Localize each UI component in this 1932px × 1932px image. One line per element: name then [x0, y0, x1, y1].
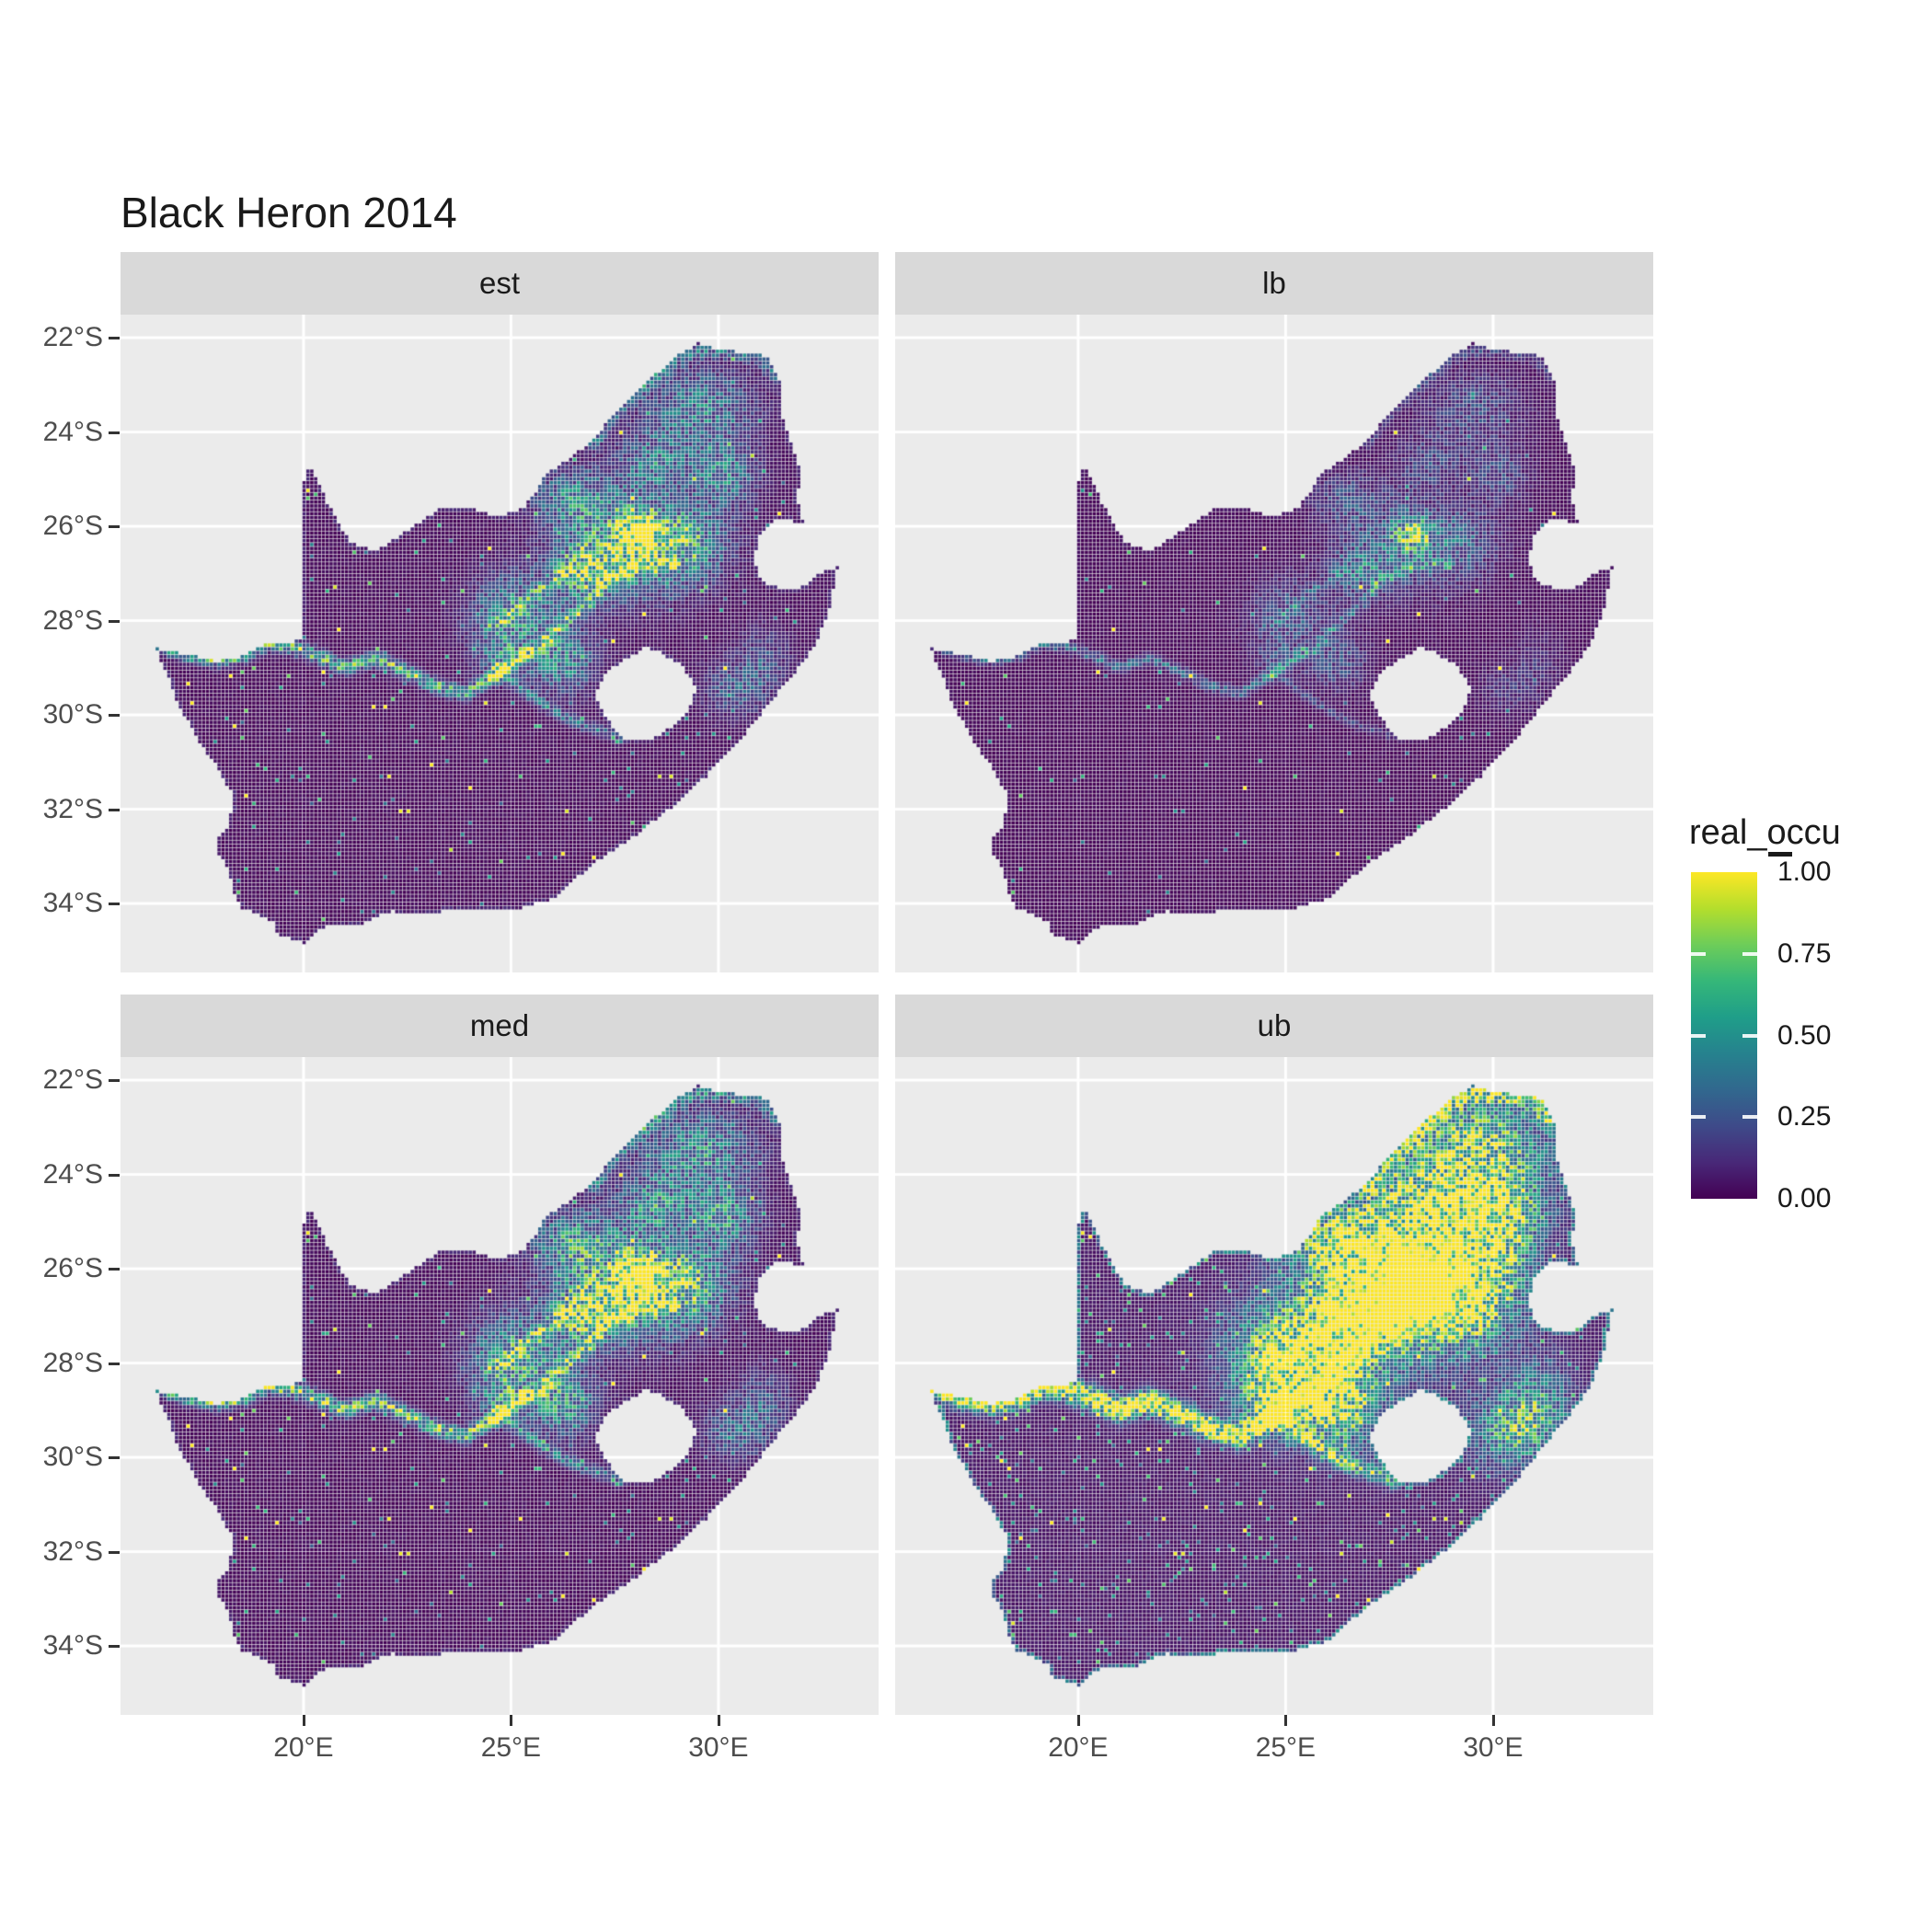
- legend-bar-tick: [1691, 951, 1706, 956]
- facet-strip-lb: lb: [895, 252, 1653, 315]
- facet-strip-label-est: est: [478, 266, 521, 300]
- y-axis-label: 22°S: [42, 322, 103, 353]
- y-axis-label: 32°S: [42, 1535, 103, 1567]
- facet-strip-label-lb: lb: [1262, 266, 1286, 300]
- y-axis-label: 34°S: [42, 1630, 103, 1662]
- y-axis-tick: [109, 619, 120, 623]
- legend-tick-label: 0.50: [1777, 1019, 1832, 1051]
- x-axis-label: 25°E: [1255, 1732, 1317, 1763]
- y-axis-tick: [109, 1268, 120, 1271]
- x-axis-label: 30°E: [688, 1732, 749, 1763]
- y-axis-tick: [109, 1173, 120, 1177]
- x-axis-label: 30°E: [1463, 1732, 1524, 1763]
- y-axis-tick: [109, 714, 120, 718]
- facet-map-canvas-ub: [895, 1057, 1653, 1715]
- legend-top-tick: [1768, 852, 1792, 857]
- x-axis-tick: [1076, 1715, 1080, 1726]
- y-axis-tick: [109, 1645, 120, 1649]
- facet-strip-est: est: [121, 252, 879, 315]
- y-axis-label: 24°S: [42, 416, 103, 447]
- legend-bar-tick: [1691, 1115, 1706, 1120]
- y-axis-label: 34°S: [42, 888, 103, 919]
- legend-bar-tick: [1742, 951, 1757, 956]
- y-axis-tick: [109, 525, 120, 529]
- x-axis-tick: [1491, 1715, 1495, 1726]
- facet-map-canvas-lb: [895, 315, 1653, 972]
- x-axis-label: 20°E: [273, 1732, 334, 1763]
- legend-tick-label: 0.75: [1777, 937, 1832, 969]
- legend-bar-tick: [1742, 1115, 1757, 1120]
- x-axis-tick: [717, 1715, 720, 1726]
- y-axis-tick: [109, 1079, 120, 1083]
- y-axis-tick: [109, 337, 120, 340]
- legend-bar-tick: [1691, 1033, 1706, 1038]
- y-axis-label: 30°S: [42, 1442, 103, 1473]
- legend-bar-tick: [1742, 1033, 1757, 1038]
- facet-strip-label-med: med: [469, 1008, 530, 1042]
- y-axis-tick: [109, 1550, 120, 1554]
- x-axis-tick: [302, 1715, 305, 1726]
- facet-strip-med: med: [121, 995, 879, 1057]
- y-axis-label: 28°S: [42, 604, 103, 636]
- y-axis-label: 22°S: [42, 1064, 103, 1096]
- x-axis-tick: [1284, 1715, 1288, 1726]
- y-axis-tick: [109, 808, 120, 811]
- y-axis-tick: [109, 903, 120, 906]
- y-axis-label: 30°S: [42, 699, 103, 730]
- y-axis-tick: [109, 1456, 120, 1460]
- facet-strip-ub: ub: [895, 995, 1653, 1057]
- y-axis-label: 26°S: [42, 1253, 103, 1284]
- legend: real_occu 1.00 0.75 0.50 0.25 0.00: [1689, 813, 1928, 1236]
- y-axis-tick: [109, 431, 120, 434]
- x-axis-tick: [510, 1715, 513, 1726]
- legend-tick-label: 0.00: [1777, 1183, 1832, 1213]
- legend-tick-label: 1.00: [1777, 857, 1832, 887]
- facet-strip-label-ub: ub: [1257, 1008, 1292, 1042]
- x-axis-label: 25°E: [480, 1732, 542, 1763]
- y-axis-tick: [109, 1362, 120, 1365]
- y-axis-label: 32°S: [42, 793, 103, 824]
- legend-ticks: 1.00 0.75 0.50 0.25 0.00: [1689, 813, 1928, 1236]
- plot-title: Black Heron 2014: [121, 189, 457, 236]
- facet-map-canvas-est: [121, 315, 879, 972]
- y-axis-label: 24°S: [42, 1158, 103, 1190]
- legend-title: real_occu: [1689, 813, 1841, 852]
- facet-map-canvas-med: [121, 1057, 879, 1715]
- y-axis-label: 28°S: [42, 1347, 103, 1378]
- legend-tick-label: 0.25: [1777, 1101, 1832, 1133]
- y-axis-label: 26°S: [42, 511, 103, 542]
- x-axis-label: 20°E: [1048, 1732, 1109, 1763]
